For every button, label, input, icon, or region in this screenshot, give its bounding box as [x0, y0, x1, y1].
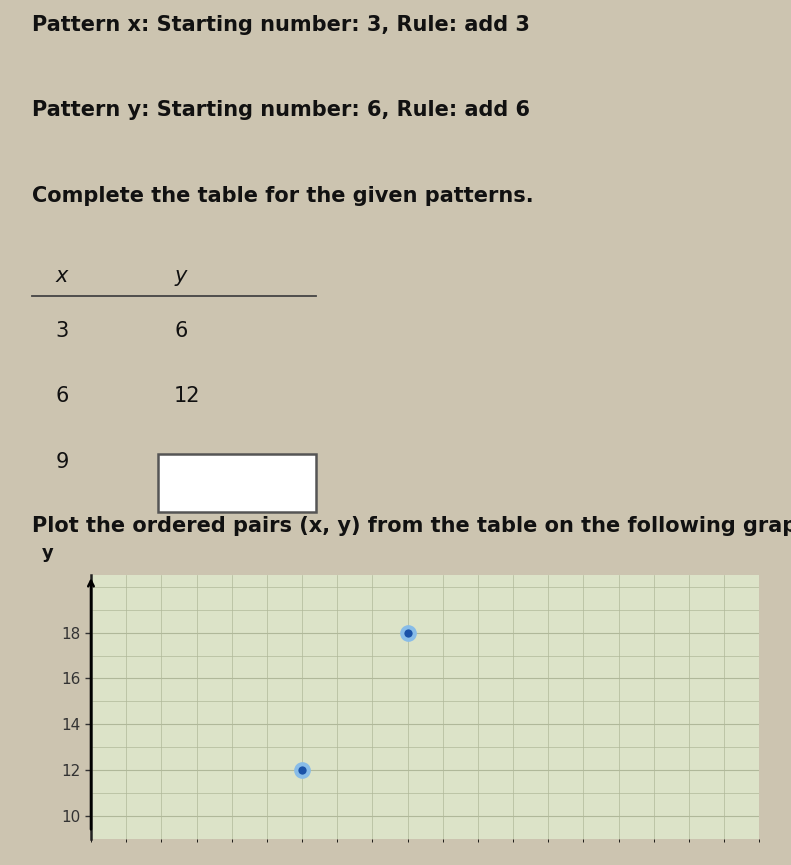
Text: 12: 12 — [174, 387, 201, 407]
Text: Pattern x: Starting number: 3, Rule: add 3: Pattern x: Starting number: 3, Rule: add… — [32, 15, 529, 35]
Text: 9: 9 — [55, 452, 69, 471]
Text: y: y — [42, 544, 54, 562]
Text: Plot the ordered pairs (x, y) from the table on the following graph.: Plot the ordered pairs (x, y) from the t… — [32, 516, 791, 535]
Text: Complete the table for the given patterns.: Complete the table for the given pattern… — [32, 186, 533, 206]
Text: Pattern y: Starting number: 6, Rule: add 6: Pattern y: Starting number: 6, Rule: add… — [32, 100, 530, 120]
Text: 6: 6 — [55, 387, 69, 407]
Text: y: y — [174, 266, 187, 286]
Text: 6: 6 — [174, 321, 187, 341]
Text: x: x — [55, 266, 68, 286]
Text: 3: 3 — [55, 321, 69, 341]
FancyBboxPatch shape — [158, 454, 316, 512]
